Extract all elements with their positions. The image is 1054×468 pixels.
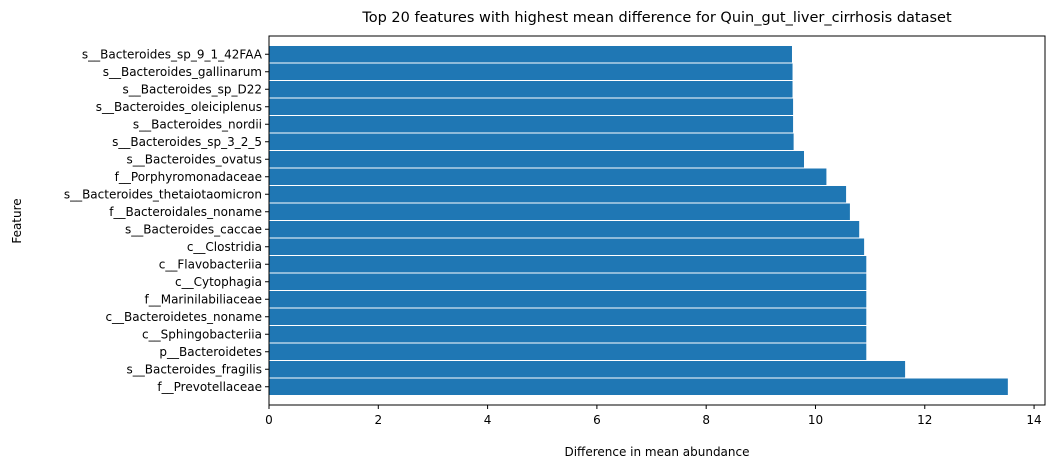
x-tick-label: 12 <box>917 413 932 427</box>
bar <box>269 133 794 150</box>
y-tick-label: f__Porphyromonadaceae <box>115 170 262 184</box>
y-tick-label: s__Bacteroides_sp_D22 <box>123 82 263 96</box>
bar <box>269 98 794 115</box>
y-tick-label: f__Marinilabiliaceae <box>144 292 262 306</box>
bar <box>269 256 867 273</box>
y-tick-label: s__Bacteroides_sp_9_1_42FAA <box>82 47 263 61</box>
bars-group <box>269 46 1008 395</box>
x-tick-label: 4 <box>484 413 492 427</box>
x-axis-title: Difference in mean abundance <box>564 445 749 459</box>
y-axis: f__Prevotellaceae s__Bacteroides_fragilis… <box>64 47 269 394</box>
bar <box>269 116 794 133</box>
y-tick-label: s__Bacteroides_oleiciplenus <box>96 100 262 114</box>
x-tick-label: 8 <box>702 413 710 427</box>
bar <box>269 326 867 343</box>
y-tick-label: c__Sphingobacteriia <box>142 327 262 341</box>
y-tick-label: s__Bacteroides_gallinarum <box>103 65 262 79</box>
bar <box>269 273 867 290</box>
y-tick-label: s__Bacteroides_ovatus <box>127 152 262 166</box>
y-tick-label: c__Flavobacteriia <box>159 257 262 271</box>
x-tick-label: 14 <box>1026 413 1041 427</box>
bar <box>269 203 850 220</box>
y-tick-label: f__Prevotellaceae <box>157 380 262 394</box>
plot-frame <box>268 35 1046 406</box>
bar <box>269 308 867 325</box>
bar <box>269 343 867 360</box>
bar <box>269 378 1008 395</box>
bar <box>269 168 827 185</box>
y-tick-label: s__Bacteroides_thetaiotaomicron <box>64 187 262 201</box>
bar <box>269 221 860 238</box>
bar <box>269 291 867 308</box>
y-axis-title: Feature <box>10 198 24 243</box>
bar <box>269 361 906 378</box>
chart-title: Top 20 features with highest mean differ… <box>361 10 952 26</box>
y-tick-label: p__Bacteroidetes <box>159 345 262 359</box>
bar <box>269 46 792 63</box>
x-tick-label: 0 <box>265 413 273 427</box>
y-tick-label: c__Cytophagia <box>175 275 262 289</box>
x-axis: 0 2 4 6 8 10 12 14 <box>265 405 1042 427</box>
y-tick-label: s__Bacteroides_nordii <box>133 117 262 131</box>
bar <box>269 63 793 80</box>
x-tick-label: 10 <box>808 413 823 427</box>
bar <box>269 238 865 255</box>
y-tick-label: f__Bacteroidales_noname <box>109 205 262 219</box>
x-tick-label: 6 <box>593 413 601 427</box>
y-tick-label: c__Bacteroidetes_noname <box>105 310 262 324</box>
x-tick-label: 2 <box>374 413 382 427</box>
y-tick-label: c__Clostridia <box>187 240 262 254</box>
y-tick-label: s__Bacteroides_sp_3_2_5 <box>112 135 262 149</box>
bar <box>269 186 847 203</box>
y-tick-label: s__Bacteroides_caccae <box>125 222 262 236</box>
bar <box>269 81 793 98</box>
bar <box>269 151 805 168</box>
y-tick-label: s__Bacteroides_fragilis <box>126 362 262 376</box>
